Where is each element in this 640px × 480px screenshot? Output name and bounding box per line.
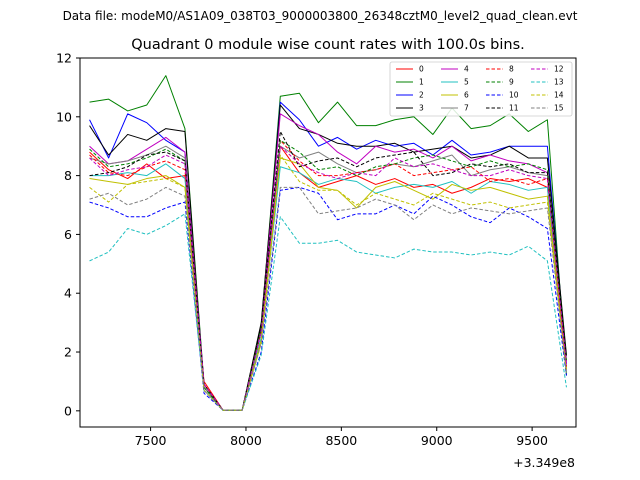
plot-background: [80, 58, 576, 427]
legend-label-0: 0: [419, 65, 424, 74]
series-line-15: [89, 186, 567, 411]
series-line-11: [89, 131, 567, 411]
legend-label-1: 1: [419, 78, 424, 87]
legend-box: [389, 61, 573, 117]
series-line-4: [89, 113, 567, 411]
y-tick-label: 4: [64, 286, 72, 301]
series-line-7: [89, 145, 567, 411]
legend-label-12: 12: [554, 65, 564, 74]
chart-title: Quadrant 0 module wise count rates with …: [131, 37, 525, 53]
legend-label-3: 3: [419, 104, 424, 113]
series-line-14: [89, 154, 567, 411]
x-tick-label: 9000: [421, 433, 453, 448]
series-line-10: [89, 186, 567, 411]
series-line-6: [89, 157, 567, 411]
series-line-12: [89, 145, 567, 411]
x-offset-label: +3.349e8: [513, 455, 575, 470]
y-tick-label: 8: [64, 168, 72, 183]
legend-label-8: 8: [509, 65, 514, 74]
series-line-5: [89, 163, 567, 411]
x-tick-label: 9500: [516, 433, 548, 448]
y-tick-label: 2: [64, 345, 72, 360]
legend-label-2: 2: [419, 91, 424, 100]
x-tick-label: 7500: [135, 433, 167, 448]
series-line-13: [89, 213, 567, 411]
series-line-2: [89, 101, 567, 411]
x-tick-label: 8000: [230, 433, 262, 448]
legend-label-15: 15: [554, 104, 564, 113]
data-file-header: Data file: modeM0/AS1A09_038T03_90000038…: [63, 9, 578, 23]
legend-label-7: 7: [464, 104, 469, 113]
legend-label-5: 5: [464, 78, 469, 87]
legend-label-4: 4: [464, 65, 469, 74]
legend-label-13: 13: [554, 78, 564, 87]
series-line-8: [89, 139, 567, 411]
series-line-9: [89, 139, 567, 411]
legend-label-9: 9: [509, 78, 514, 87]
legend-label-11: 11: [509, 104, 519, 113]
legend-label-14: 14: [554, 91, 564, 100]
plot-frame: [79, 57, 577, 428]
legend-label-6: 6: [464, 91, 469, 100]
y-tick-label: 12: [56, 51, 72, 66]
y-tick-label: 0: [64, 403, 72, 418]
y-axis: 0 2 4 6 8 10 12: [56, 51, 80, 418]
series-line-1: [89, 75, 567, 411]
series-layer: [89, 75, 567, 411]
y-tick-label: 6: [64, 227, 72, 242]
x-axis: 7500 8000 8500 9000 9500: [135, 427, 548, 448]
x-tick-label: 8500: [325, 433, 357, 448]
legend-label-10: 10: [509, 91, 519, 100]
y-tick-label: 10: [56, 109, 72, 124]
